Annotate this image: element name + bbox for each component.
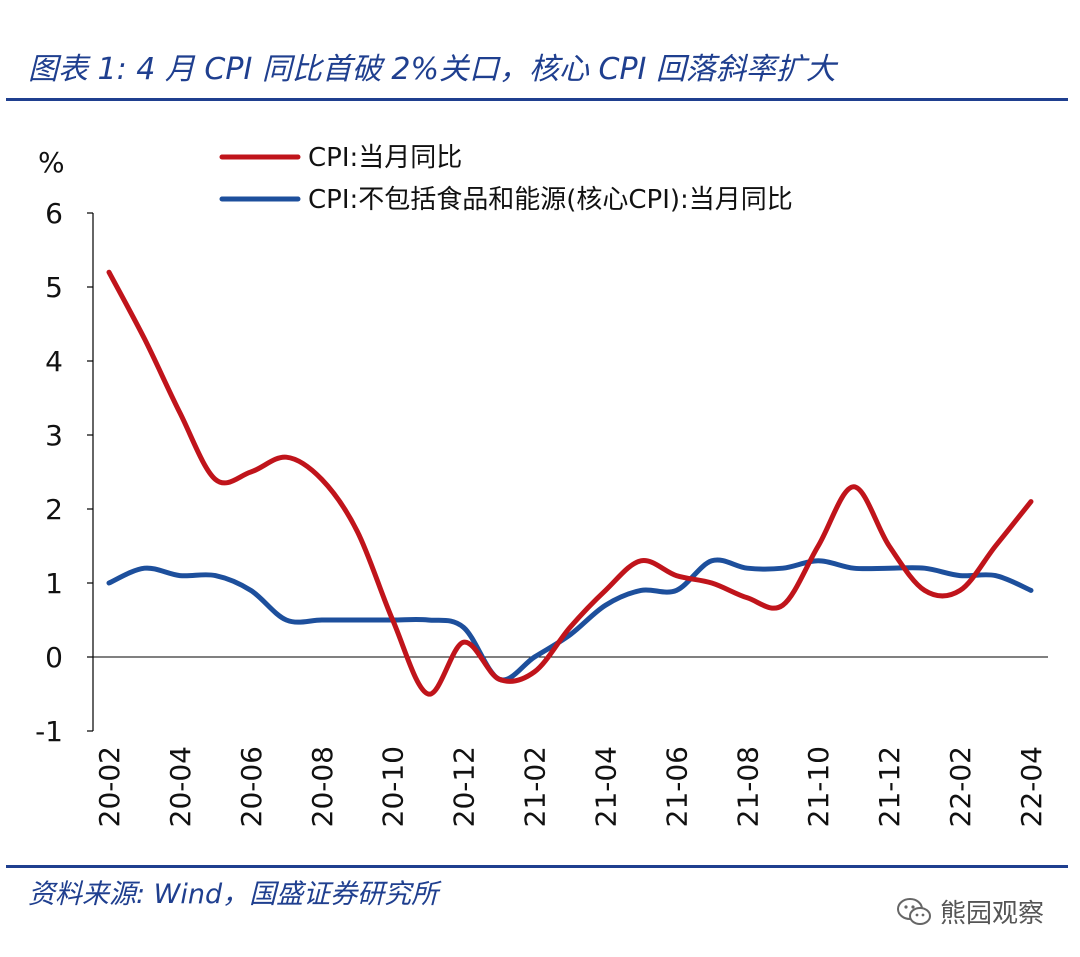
series-line: [106, 269, 1034, 697]
x-tick-label: 22-04: [1015, 746, 1048, 827]
x-tick-label: 20-08: [306, 746, 339, 827]
x-tick-label: 21-02: [519, 746, 552, 827]
y-tick-label: 4: [45, 345, 63, 378]
x-tick-label: 22-02: [944, 746, 977, 827]
y-tick-label: -1: [35, 715, 63, 748]
x-tick-label: 20-06: [235, 746, 268, 827]
wechat-icon: [897, 897, 931, 925]
x-tick-label: 20-02: [93, 746, 126, 827]
source-note: 资料来源: Wind，国盛证券研究所: [28, 879, 439, 910]
y-tick-label: 0: [45, 641, 63, 674]
watermark-text: 熊园观察: [940, 899, 1045, 929]
y-tick-label: 3: [45, 419, 63, 452]
x-tick-label: 21-12: [873, 746, 906, 827]
x-tick-label: 21-06: [660, 746, 693, 827]
x-tick-label: 21-04: [589, 746, 622, 827]
series-line: [106, 557, 1034, 683]
axes: [87, 212, 1048, 732]
x-tick-label: 21-10: [802, 746, 835, 827]
legend-label: CPI:当月同比: [308, 143, 462, 173]
y-tick-label: 5: [45, 271, 63, 304]
y-axis-label: %: [38, 146, 65, 179]
header-rule: [6, 98, 1068, 101]
x-tick-label: 20-12: [448, 746, 481, 827]
y-tick-label: 6: [45, 197, 63, 230]
x-tick-labels: 20-02 20-04 20-06 20-08 20-10 20-12 21-02 21-04…: [93, 746, 1048, 827]
y-tick-label: 1: [45, 567, 63, 600]
x-tick-label: 20-10: [377, 746, 410, 827]
y-tick-label: 2: [45, 493, 63, 526]
series-lines: [106, 269, 1034, 697]
watermark: 熊园观察: [896, 893, 1044, 930]
footer-rule: [6, 865, 1068, 868]
chart-title: 图表 1: 4 月 CPI 同比首破 2%关口，核心 CPI 回落斜率扩大: [28, 52, 836, 87]
legend: CPI:当月同比 CPI:不包括食品和能源(核心CPI):当月同比: [219, 143, 793, 215]
legend-label: CPI:不包括食品和能源(核心CPI):当月同比: [308, 185, 793, 215]
x-tick-label: 21-08: [731, 746, 764, 827]
y-tick-labels: -1 0 1 2 3 4 5 6: [35, 197, 63, 748]
x-tick-label: 20-04: [164, 746, 197, 827]
